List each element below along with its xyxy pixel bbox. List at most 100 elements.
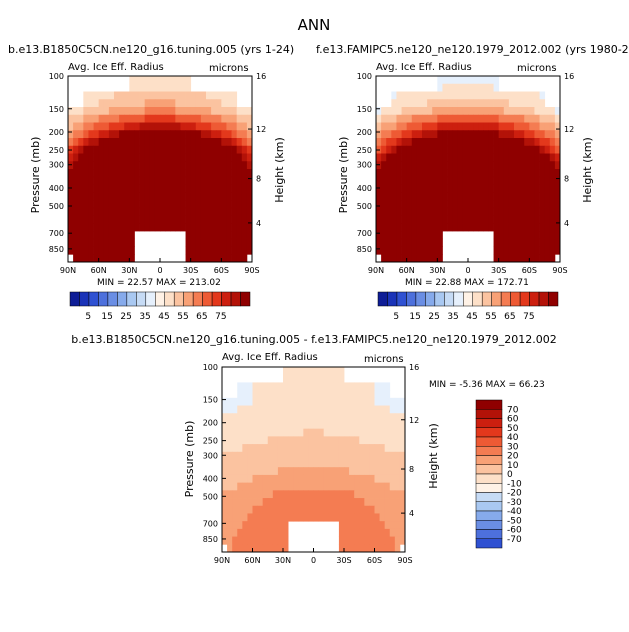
heatmap-cell	[227, 498, 233, 507]
heatmap-cell	[364, 544, 370, 553]
heatmap-cell	[344, 490, 350, 499]
heatmap-cell	[534, 122, 540, 131]
heatmap-cell	[149, 122, 156, 131]
heatmap-cell	[447, 215, 454, 224]
heatmap-cell	[379, 444, 386, 453]
heatmap-cell	[514, 184, 520, 193]
heatmap-cell	[227, 444, 233, 453]
heatmap-cell	[544, 130, 551, 139]
heatmap-cell	[389, 405, 396, 414]
heatmap-cell	[267, 474, 274, 484]
heatmap-cell	[391, 246, 397, 255]
heatmap-cell	[119, 169, 125, 178]
heatmap-cell	[422, 176, 428, 185]
heatmap-cell	[519, 145, 525, 154]
heatmap-cell	[389, 490, 396, 499]
heatmap-cell	[333, 482, 340, 491]
heatmap-cell	[344, 528, 350, 537]
heatmap-cell	[399, 482, 406, 491]
heatmap-cell	[124, 107, 130, 116]
heatmap-cell	[381, 138, 387, 147]
heatmap-cell	[154, 130, 161, 139]
heatmap-cell	[190, 138, 197, 147]
heatmap-cell	[88, 200, 94, 209]
heatmap-cell	[293, 474, 299, 484]
heatmap-cell	[508, 153, 515, 162]
heatmap-cell	[119, 207, 125, 216]
heatmap-cell	[160, 145, 166, 154]
heatmap-cell	[437, 246, 443, 255]
heatmap-cell	[185, 153, 192, 162]
heatmap-cell	[226, 99, 232, 108]
heatmap-cell	[493, 169, 500, 178]
heatmap-cell	[473, 114, 479, 123]
heatmap-cell	[468, 161, 474, 170]
heatmap-cell	[222, 413, 228, 422]
heatmap-cell	[73, 130, 79, 139]
heatmap-cell	[236, 176, 243, 185]
heatmap-cell	[124, 138, 130, 147]
heatmap-cell	[381, 223, 387, 232]
heatmap-cell	[98, 99, 105, 108]
heatmap-cell	[252, 513, 258, 522]
heatmap-cell	[88, 99, 94, 108]
heatmap-cell	[267, 521, 274, 530]
heatmap-cell	[493, 215, 500, 224]
heatmap-cell	[396, 176, 402, 185]
heatmap-cell	[399, 459, 406, 468]
heatmap-cell	[508, 91, 515, 100]
heatmap-cell	[288, 482, 294, 491]
heatmap-cell	[333, 374, 340, 383]
heatmap-cell	[344, 474, 350, 484]
heatmap-cell	[252, 528, 258, 537]
heatmap-cell	[211, 91, 217, 100]
x-tick-label: 60N	[244, 556, 260, 565]
panel-difference-units: microns	[364, 354, 404, 365]
heatmap-cell	[288, 374, 294, 383]
heatmap-cell	[386, 161, 392, 170]
heatmap-cell	[524, 114, 530, 123]
heatmap-cell	[529, 91, 535, 100]
heatmap-cell	[129, 246, 135, 255]
heatmap-cell	[427, 130, 433, 139]
heatmap-cell	[498, 200, 505, 209]
heatmap-cell	[211, 184, 217, 193]
panel-difference-y-axis-label: Pressure (mb)	[183, 421, 196, 498]
heatmap-cell	[242, 513, 248, 522]
heatmap-cell	[200, 130, 207, 139]
heatmap-cell	[401, 169, 408, 178]
heatmap-cell	[462, 176, 469, 185]
heatmap-cell	[457, 153, 464, 162]
heatmap-cell	[267, 513, 274, 522]
heatmap-cell	[452, 107, 459, 116]
heatmap-cell	[399, 451, 406, 460]
heatmap-cell	[354, 390, 360, 399]
heatmap-cell	[262, 444, 269, 453]
heatmap-cell	[165, 215, 171, 224]
heatmap-cell	[103, 130, 110, 139]
heatmap-cell	[216, 207, 222, 216]
heatmap-cell	[488, 207, 494, 216]
heatmap-cell	[549, 215, 556, 224]
heatmap-cell	[354, 505, 360, 514]
heatmap-cell	[344, 390, 350, 399]
heatmap-cell	[544, 200, 551, 209]
heatmap-cell	[457, 145, 464, 154]
heatmap-cell	[508, 246, 515, 255]
heatmap-cell	[206, 192, 212, 201]
heatmap-cell	[160, 223, 166, 232]
heatmap-cell	[514, 138, 520, 147]
heatmap-cell	[246, 192, 253, 201]
heatmap-cell	[442, 215, 448, 224]
heatmap-cell	[386, 138, 392, 147]
panel-left-units: microns	[209, 63, 249, 74]
heatmap-cell	[190, 130, 197, 139]
colorbar-label: -20	[507, 489, 522, 499]
heatmap-cell	[328, 420, 335, 430]
heatmap-cell	[411, 231, 418, 240]
heatmap-cell	[529, 130, 535, 139]
heatmap-cell	[227, 467, 233, 476]
heatmap-cell	[283, 505, 289, 514]
heatmap-cell	[277, 482, 284, 491]
heatmap-cell	[257, 513, 264, 522]
